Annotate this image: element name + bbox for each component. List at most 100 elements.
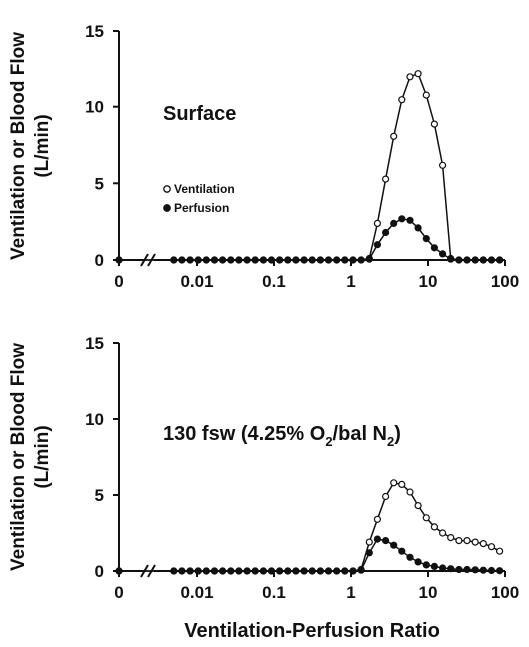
data-point-perfusion xyxy=(496,256,504,264)
data-point-perfusion xyxy=(308,256,316,264)
data-point-perfusion xyxy=(243,567,251,575)
data-point-perfusion xyxy=(186,256,194,264)
data-point-perfusion xyxy=(414,224,422,232)
data-point-perfusion xyxy=(276,567,284,575)
x-tick-label: 0.1 xyxy=(262,272,286,291)
y-tick-label: 10 xyxy=(85,98,104,117)
data-point-perfusion xyxy=(243,256,251,264)
data-point-perfusion xyxy=(398,215,406,223)
data-point-perfusion xyxy=(430,562,438,571)
data-point-perfusion xyxy=(316,567,324,575)
panel-surface: Ventilation or Blood Flow (L/min) 0 5 10… xyxy=(8,22,519,291)
data-point-perfusion xyxy=(463,256,471,264)
data-point-perfusion xyxy=(235,256,243,264)
data-point-ventilation xyxy=(406,488,414,496)
data-point-perfusion xyxy=(316,256,324,264)
data-point-perfusion xyxy=(373,241,381,249)
y-tick-label: 0 xyxy=(95,251,104,270)
data-point-perfusion xyxy=(390,219,398,227)
data-point-ventilation xyxy=(487,543,496,551)
data-point-perfusion xyxy=(227,256,235,264)
data-point-perfusion xyxy=(390,541,398,549)
data-point-perfusion xyxy=(202,256,210,264)
x-tick-label: 0 xyxy=(114,272,123,291)
data-point-perfusion xyxy=(284,567,292,575)
legend-label-perfusion: Perfusion xyxy=(174,201,229,215)
y-tick-label: 10 xyxy=(85,410,104,429)
data-point-perfusion xyxy=(487,256,496,264)
data-point-ventilation xyxy=(398,480,406,488)
data-point-perfusion xyxy=(333,567,341,575)
data-point-ventilation xyxy=(463,536,471,545)
data-point-perfusion xyxy=(447,565,455,573)
data-point-perfusion xyxy=(267,256,276,264)
data-point-perfusion xyxy=(365,549,373,557)
plot-area xyxy=(115,70,504,264)
data-point-perfusion xyxy=(341,256,349,264)
data-point-perfusion xyxy=(422,235,430,243)
data-point-ventilation xyxy=(390,132,398,140)
data-point-ventilation xyxy=(439,161,447,169)
data-point-ventilation xyxy=(471,538,479,546)
data-point-ventilation xyxy=(455,536,463,545)
data-point-perfusion xyxy=(115,567,123,575)
y-tick-label: 15 xyxy=(85,22,104,41)
data-point-perfusion xyxy=(284,256,292,264)
data-point-ventilation xyxy=(479,539,487,548)
y-tick-label: 15 xyxy=(85,334,104,353)
data-point-perfusion xyxy=(406,553,414,561)
x-tick-label: 100 xyxy=(491,272,519,291)
y-tick-label: 0 xyxy=(95,562,104,581)
data-point-perfusion xyxy=(194,256,202,264)
x-tick-label: 0.1 xyxy=(262,583,286,602)
data-point-perfusion xyxy=(496,567,504,575)
data-point-perfusion xyxy=(414,558,422,566)
x-tick-label: 10 xyxy=(419,272,438,291)
data-point-ventilation xyxy=(430,120,438,128)
data-point-ventilation xyxy=(390,479,398,487)
data-point-perfusion xyxy=(219,256,227,264)
data-point-perfusion xyxy=(210,256,219,264)
data-point-perfusion xyxy=(219,567,227,575)
data-point-perfusion xyxy=(202,567,210,575)
panel-annotation: 130 fsw (4.25% O2/bal N2) xyxy=(163,423,401,449)
data-point-ventilation xyxy=(422,91,430,99)
data-point-ventilation xyxy=(447,533,455,542)
y-axis-label-line2: (L/min) xyxy=(32,114,53,177)
legend-marker-ventilation xyxy=(163,185,171,193)
data-point-perfusion xyxy=(349,567,357,575)
data-point-perfusion xyxy=(382,228,390,237)
data-point-ventilation xyxy=(373,515,381,523)
data-point-perfusion xyxy=(115,256,123,264)
data-point-ventilation xyxy=(365,538,373,546)
plot-area xyxy=(115,479,504,575)
data-point-ventilation xyxy=(414,70,422,78)
x-tick-label: 0 xyxy=(114,583,123,602)
data-point-perfusion xyxy=(479,256,487,264)
data-point-perfusion xyxy=(479,566,487,574)
data-point-perfusion xyxy=(439,250,447,258)
data-point-perfusion xyxy=(276,256,284,264)
data-point-perfusion xyxy=(422,561,430,569)
panel-130fsw: Ventilation or Blood Flow (L/min) 0 5 10… xyxy=(8,334,519,642)
data-point-perfusion xyxy=(259,256,267,264)
data-point-perfusion xyxy=(186,567,194,575)
data-point-perfusion xyxy=(439,564,447,572)
data-point-perfusion xyxy=(300,567,308,575)
data-point-perfusion xyxy=(300,256,308,264)
data-point-perfusion xyxy=(382,536,390,545)
x-tick-label: 1 xyxy=(346,583,355,602)
data-point-ventilation xyxy=(414,502,422,510)
y-tick-label: 5 xyxy=(95,486,104,505)
data-point-perfusion xyxy=(324,567,333,575)
data-point-ventilation xyxy=(382,175,390,183)
data-point-ventilation xyxy=(439,529,447,537)
data-point-perfusion xyxy=(170,256,178,264)
data-point-perfusion xyxy=(210,567,219,575)
legend-marker-perfusion xyxy=(163,204,171,212)
data-point-perfusion xyxy=(178,567,186,575)
data-point-perfusion xyxy=(357,566,365,574)
data-point-perfusion xyxy=(357,256,365,264)
data-point-perfusion xyxy=(178,256,186,264)
